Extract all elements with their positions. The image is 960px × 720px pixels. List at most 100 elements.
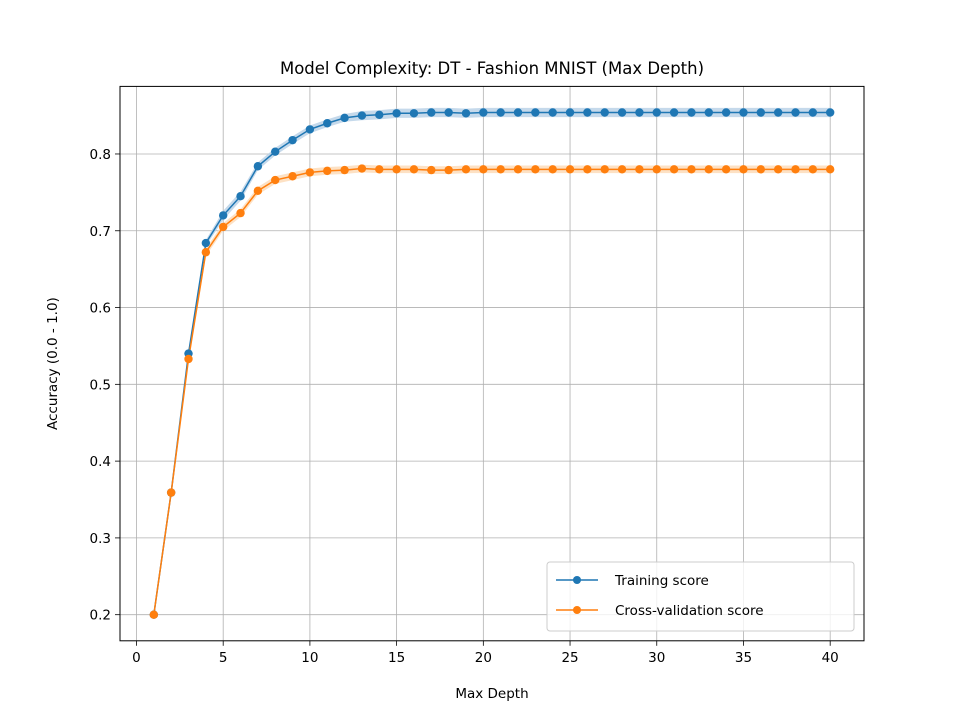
x-tick-label: 20: [475, 650, 492, 666]
data-point-training: [704, 108, 713, 117]
data-point-training: [600, 108, 609, 117]
data-point-training: [513, 108, 523, 117]
data-point-training: [323, 119, 332, 128]
y-axis-label: Accuracy (0.0 - 1.0): [45, 297, 61, 430]
data-point-cross-validation: [375, 165, 384, 174]
x-tick-label: 5: [219, 650, 228, 666]
data-point-cross-validation: [288, 172, 297, 181]
data-point-training: [825, 108, 835, 117]
data-point-training: [791, 108, 800, 117]
data-point-cross-validation: [166, 488, 176, 497]
series-line-training: [153, 111, 831, 615]
data-point-training: [409, 109, 419, 118]
data-point-cross-validation: [409, 165, 419, 174]
x-tick-label: 40: [822, 650, 839, 666]
legend-label-training: Training score: [614, 573, 709, 589]
data-point-training: [236, 192, 245, 201]
data-point-training: [773, 108, 783, 117]
x-tick-label: 35: [735, 650, 752, 666]
x-tick-label: 15: [388, 650, 405, 666]
data-point-cross-validation: [600, 165, 609, 174]
data-point-cross-validation: [583, 165, 592, 174]
data-point-training: [253, 162, 263, 171]
data-point-training: [427, 108, 436, 117]
x-axis-label: Max Depth: [455, 686, 528, 702]
data-point-training: [756, 108, 766, 117]
legend: Training score Cross-validation score: [546, 561, 855, 632]
data-point-training: [652, 108, 661, 117]
y-tick-label: 0.4: [90, 454, 111, 470]
data-point-cross-validation: [461, 165, 471, 174]
data-point-training: [669, 108, 679, 117]
data-point-cross-validation: [444, 165, 453, 175]
data-point-training: [808, 108, 818, 117]
data-point-cross-validation: [305, 168, 315, 177]
y-tick-label: 0.8: [90, 147, 111, 163]
plot-frame: [119, 85, 865, 642]
data-point-training: [444, 108, 453, 117]
chart-title: Model Complexity: DT - Fashion MNIST (Ma…: [280, 59, 704, 78]
y-tick-label: 0.2: [90, 608, 111, 624]
y-tick-label: 0.6: [90, 301, 111, 317]
data-point-cross-validation: [808, 165, 818, 174]
x-tick-label: 25: [561, 650, 578, 666]
data-point-cross-validation: [479, 165, 488, 174]
y-tick-label: 0.3: [90, 531, 111, 547]
data-point-cross-validation: [513, 165, 523, 174]
data-point-training: [687, 108, 696, 117]
series-line-cross-validation: [153, 167, 831, 615]
data-point-training: [617, 108, 627, 117]
data-point-training: [721, 108, 731, 117]
data-point-training: [392, 109, 401, 118]
data-point-training: [479, 108, 488, 117]
legend-label-cross-validation: Cross-validation score: [615, 603, 764, 619]
data-point-cross-validation: [271, 175, 280, 185]
data-point-cross-validation: [340, 165, 349, 175]
x-tick-label: 0: [132, 650, 141, 666]
y-tick-label: 0.7: [90, 224, 111, 240]
data-point-cross-validation: [253, 186, 263, 196]
data-point-cross-validation: [218, 222, 228, 232]
data-point-cross-validation: [687, 165, 696, 174]
data-point-cross-validation: [548, 165, 557, 174]
data-point-cross-validation: [236, 208, 245, 218]
data-point-cross-validation: [149, 610, 159, 619]
data-point-cross-validation: [392, 165, 401, 174]
legend-marker-training: [573, 576, 581, 584]
data-point-training: [305, 125, 315, 134]
data-point-training: [565, 108, 575, 117]
data-point-training: [583, 108, 592, 117]
x-tick-label: 30: [648, 650, 665, 666]
data-point-cross-validation: [427, 165, 436, 175]
data-point-training: [635, 108, 644, 117]
x-tick-label: 10: [301, 650, 318, 666]
data-point-training: [357, 111, 367, 120]
data-point-cross-validation: [201, 248, 211, 257]
data-point-training: [201, 238, 211, 248]
data-point-training: [218, 211, 228, 220]
data-point-cross-validation: [773, 165, 783, 174]
data-point-cross-validation: [825, 165, 835, 174]
data-point-cross-validation: [739, 165, 748, 174]
data-point-cross-validation: [791, 165, 800, 174]
line-layer: [153, 111, 831, 615]
data-point-training: [375, 110, 384, 120]
data-point-training: [548, 108, 557, 117]
legend-box: [546, 561, 855, 632]
data-point-cross-validation: [635, 165, 644, 174]
data-point-cross-validation: [652, 165, 661, 174]
data-point-training: [496, 108, 505, 117]
data-point-cross-validation: [496, 165, 505, 174]
data-point-cross-validation: [184, 354, 193, 364]
data-point-training: [739, 108, 748, 117]
data-point-cross-validation: [531, 165, 540, 174]
data-point-training: [461, 109, 471, 118]
tick-layer: 0 5 10 15 20 25 30 35 40 0.2 0.3 0.4 0.5 0.6 0.7 0.8: [90, 147, 839, 666]
data-point-cross-validation: [756, 165, 766, 174]
data-point-training: [531, 108, 540, 117]
data-point-cross-validation: [721, 165, 731, 174]
legend-marker-cross-validation: [573, 606, 581, 614]
marker-layer: [149, 108, 835, 619]
data-point-training: [288, 135, 297, 145]
